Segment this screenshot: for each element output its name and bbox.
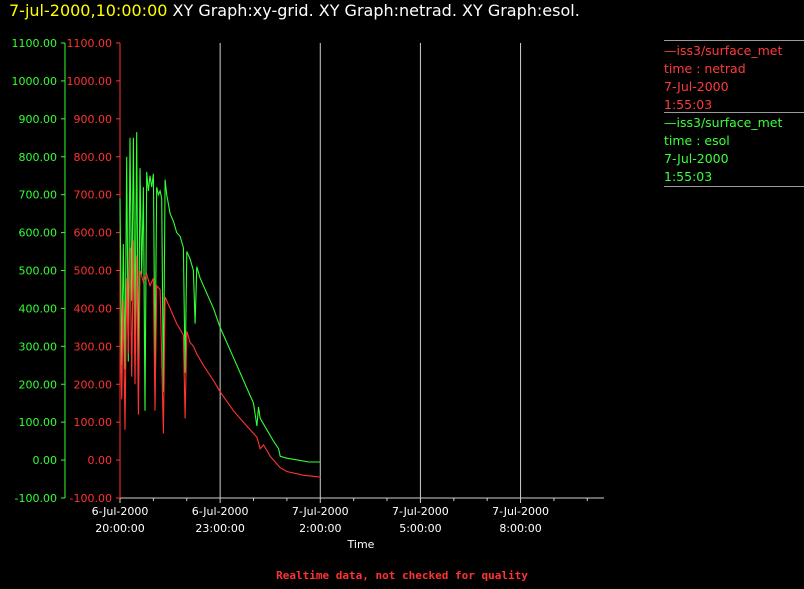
y-tick-label-esol: 500.00 [19,265,58,278]
y-tick-label-netrad: 100.00 [74,416,113,429]
legend-entry-netrad: —iss3/surface_met time : netrad 7-Jul-20… [664,40,804,114]
legend-divider [664,112,804,113]
y-tick-label-esol: -100.00 [15,492,57,505]
quality-note: Realtime data, not checked for quality [276,569,528,582]
series-line-esol [119,132,321,463]
y-tick-label-netrad: 200.00 [74,378,113,391]
y-tick-label-esol: 800.00 [19,151,58,164]
x-axis-label: Time [347,538,375,551]
legend-divider [664,40,804,41]
y-tick-label-esol: 700.00 [19,189,58,202]
y-tick-label-esol: 300.00 [19,340,58,353]
legend-divider [664,186,804,187]
y-tick-label-esol: 0.00 [33,454,58,467]
x-tick-date: 7-Jul-2000 [392,505,449,518]
legend-time: 1:55:03 [664,97,713,112]
x-tick-date: 7-Jul-2000 [292,505,349,518]
y-tick-label-netrad: 900.00 [74,113,113,126]
x-tick-date: 6-Jul-2000 [92,505,149,518]
y-tick-label-netrad: 1100.00 [67,37,113,50]
x-tick-date: 7-Jul-2000 [492,505,549,518]
y-tick-label-netrad: 700.00 [74,189,113,202]
x-tick-time: 5:00:00 [399,522,441,535]
y-tick-label-esol: 400.00 [19,302,58,315]
x-tick-time: 20:00:00 [95,522,144,535]
x-tick-date: 6-Jul-2000 [192,505,249,518]
header-graphs: XY Graph:xy-grid. XY Graph:netrad. XY Gr… [167,1,580,20]
y-tick-label-netrad: 300.00 [74,340,113,353]
y-tick-label-netrad: 400.00 [74,302,113,315]
y-tick-label-esol: 200.00 [19,378,58,391]
legend-source: —iss3/surface_met [664,43,783,58]
x-tick-time: 8:00:00 [499,522,541,535]
legend-variable: time : netrad [664,61,746,76]
y-tick-label-esol: 1000.00 [12,75,58,88]
y-tick-label-netrad: 1000.00 [67,75,113,88]
y-tick-label-esol: 1100.00 [12,37,58,50]
y-tick-label-netrad: 600.00 [74,227,113,240]
legend-source: —iss3/surface_met [664,115,783,130]
header-time: 7-jul-2000,10:00:00 [9,1,168,20]
legend-date: 7-Jul-2000 [664,151,729,166]
x-tick-time: 2:00:00 [299,522,341,535]
series-line-netrad [119,240,321,478]
y-tick-label-esol: 900.00 [19,113,58,126]
legend-date: 7-Jul-2000 [664,79,729,94]
y-tick-label-netrad: 800.00 [74,151,113,164]
legend-variable: time : esol [664,133,730,148]
y-tick-label-esol: 600.00 [19,227,58,240]
y-tick-label-netrad: 0.00 [88,454,113,467]
y-tick-label-netrad: 500.00 [74,265,113,278]
title-bar: 7-jul-2000,10:00:00 XY Graph:xy-grid. XY… [9,1,580,20]
legend-entry-esol: —iss3/surface_met time : esol 7-Jul-2000… [664,112,804,187]
legend-time: 1:55:03 [664,169,713,184]
y-tick-label-esol: 100.00 [19,416,58,429]
x-tick-time: 23:00:00 [195,522,244,535]
y-tick-label-netrad: -100.00 [70,492,112,505]
